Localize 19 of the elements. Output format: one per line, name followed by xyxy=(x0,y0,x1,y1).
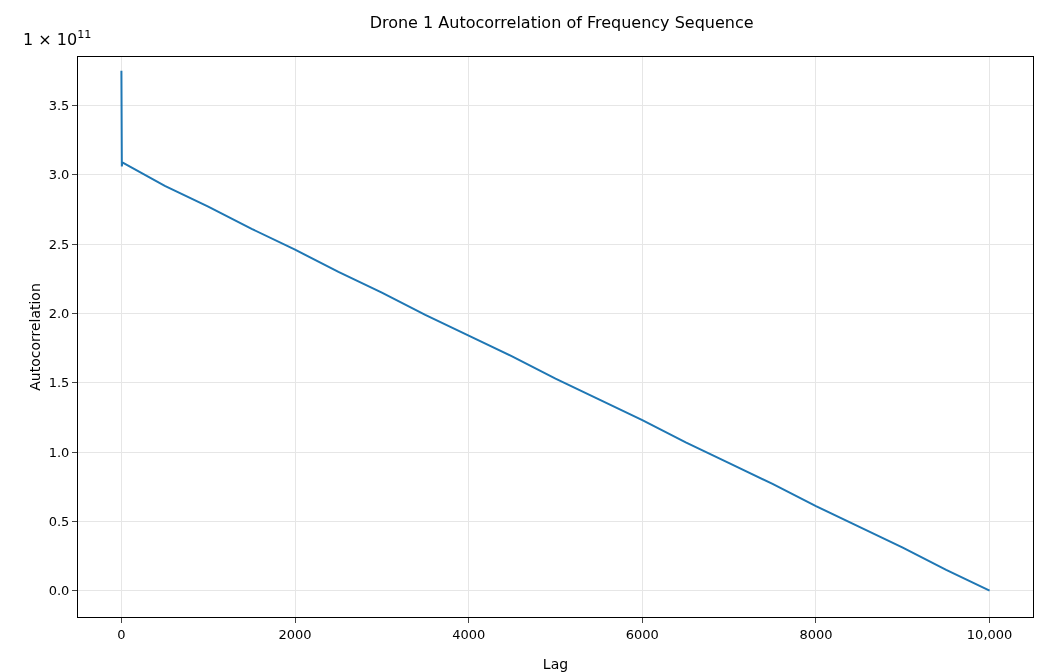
text: 1 × 10$^{11}$ xyxy=(23,28,92,49)
y-tick-label: 1.0 xyxy=(48,444,70,460)
x-tick-label: 6000 xyxy=(625,626,659,642)
y-tick-label: 0.5 xyxy=(48,513,70,529)
x-tick-label: 2000 xyxy=(278,626,312,642)
x-tick-label: 10,000 xyxy=(966,626,1013,642)
y-axis-title: Autocorrelation xyxy=(27,283,43,391)
y-tick-label: 3.5 xyxy=(48,98,70,114)
y-tick-label: 2.0 xyxy=(48,305,70,321)
line-series xyxy=(120,69,991,592)
x-tick-label: 8000 xyxy=(799,626,833,642)
y-tick-label: 0.0 xyxy=(48,583,70,599)
x-tick-label: 0 xyxy=(117,626,126,642)
y-tick-label: 1.5 xyxy=(48,375,70,391)
chart-title: Drone 1 Autocorrelation of Frequency Sequence xyxy=(369,13,754,32)
x-axis-title: Lag xyxy=(542,656,569,672)
x-tick-label: 4000 xyxy=(452,626,486,642)
y-tick-label: 2.5 xyxy=(48,236,70,252)
y-tick-label: 3.0 xyxy=(48,167,70,183)
